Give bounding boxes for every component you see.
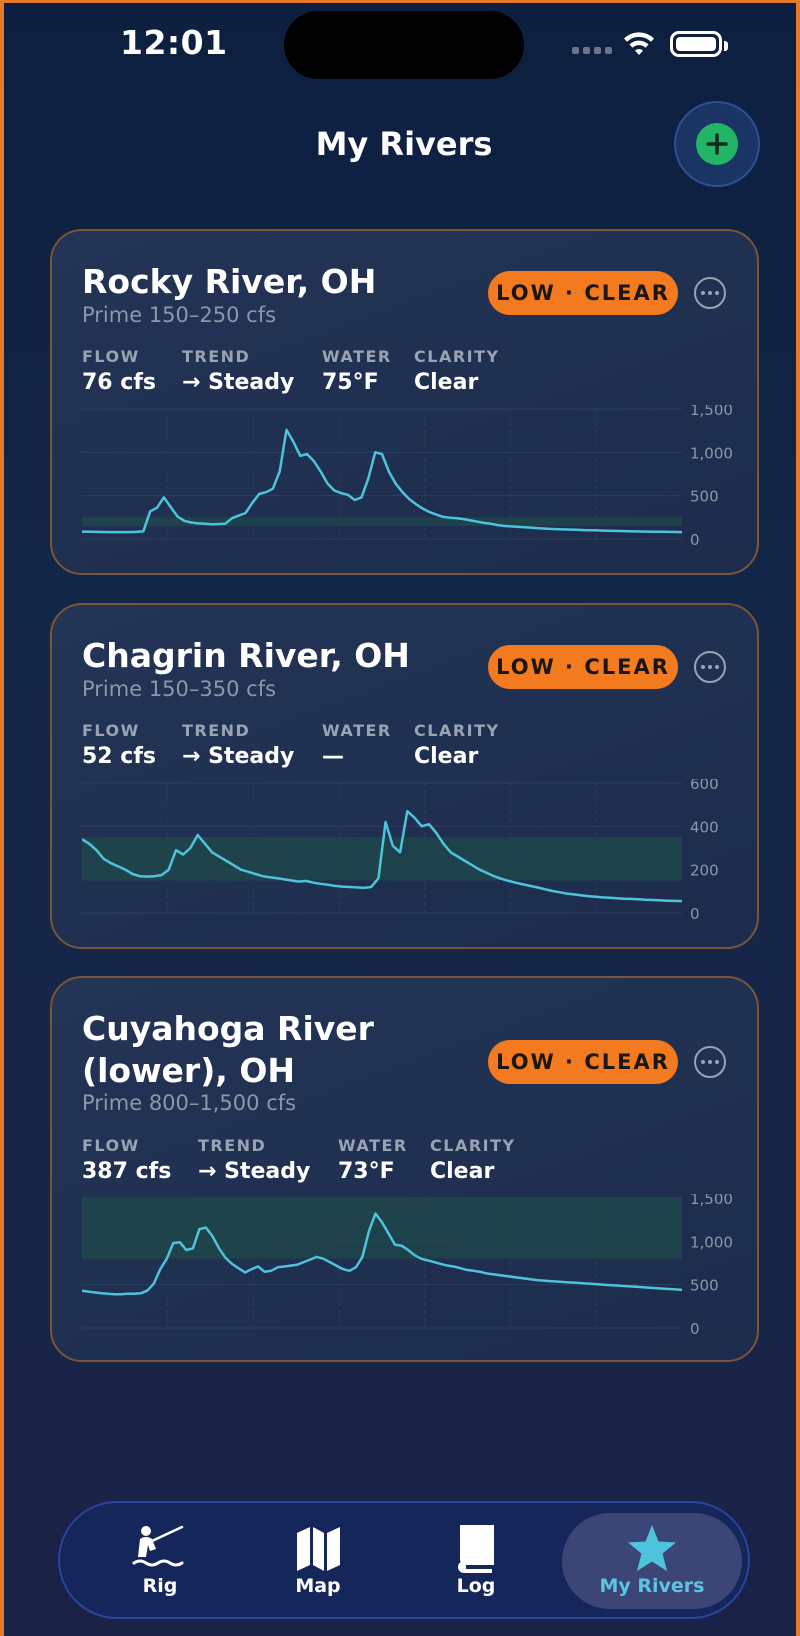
- tab-label: My Rivers: [599, 1575, 705, 1597]
- river-name: Chagrin River, OH: [82, 636, 410, 675]
- dynamic-island: [284, 11, 524, 79]
- fisherman-icon: [132, 1525, 184, 1567]
- water-label: WATER: [338, 1136, 408, 1155]
- flow-chart: 1,500 1,000 500 0: [82, 405, 733, 545]
- trend-value: → Steady: [198, 1159, 311, 1184]
- cellular-icon: [572, 47, 612, 54]
- clarity-label: CLARITY: [430, 1136, 516, 1155]
- flow-chart: 1,500 1,000 500 0: [82, 1194, 733, 1334]
- status-badge: LOW · CLEAR: [488, 271, 678, 315]
- y-tick-label: 500: [690, 1277, 719, 1295]
- water-value: 73°F: [338, 1159, 395, 1184]
- trend-value: → Steady: [182, 370, 295, 395]
- tab-my-rivers[interactable]: My Rivers: [562, 1513, 742, 1609]
- y-tick-label: 1,500: [690, 405, 733, 419]
- clarity-label: CLARITY: [414, 721, 500, 740]
- river-name: Rocky River, OH: [82, 262, 377, 301]
- river-card[interactable]: Rocky River, OH Prime 150–250 cfs LOW · …: [50, 229, 759, 575]
- trend-stat: TREND → Steady: [198, 1136, 310, 1184]
- flow-value: 52 cfs: [82, 744, 156, 769]
- flow-line: [82, 428, 683, 534]
- flow-stat: FLOW 52 cfs: [82, 721, 156, 769]
- trend-value: → Steady: [182, 744, 295, 769]
- prime-range: Prime 800–1,500 cfs: [82, 1091, 297, 1115]
- water-value: —: [322, 744, 344, 769]
- clarity-stat: CLARITY Clear: [414, 721, 500, 769]
- clarity-value: Clear: [414, 744, 479, 769]
- river-card[interactable]: Chagrin River, OH Prime 150–350 cfs LOW …: [50, 603, 759, 949]
- prime-range: Prime 150–250 cfs: [82, 303, 277, 327]
- book-icon: [458, 1525, 494, 1573]
- y-tick-label: 0: [690, 531, 700, 545]
- y-tick-label: 200: [690, 862, 719, 880]
- y-tick-label: 400: [690, 818, 719, 836]
- water-stat: WATER 75°F: [322, 347, 392, 395]
- star-icon: [628, 1525, 676, 1571]
- prime-range-band: [82, 1198, 682, 1259]
- add-river-button[interactable]: [674, 101, 760, 187]
- tab-label: Log: [456, 1575, 496, 1597]
- y-tick-label: 1,000: [690, 1233, 733, 1251]
- flow-chart: 600 400 200 0: [82, 779, 719, 919]
- flow-label: FLOW: [82, 1136, 140, 1155]
- flow-line: [82, 809, 683, 903]
- water-stat: WATER 73°F: [338, 1136, 408, 1184]
- y-tick-label: 600: [690, 779, 719, 793]
- more-options-icon[interactable]: [694, 651, 726, 683]
- flow-stat: FLOW 76 cfs: [82, 347, 156, 395]
- y-tick-label: 0: [690, 905, 700, 919]
- wifi-icon: [624, 32, 654, 55]
- flow-label: FLOW: [82, 721, 140, 740]
- water-value: 75°F: [322, 370, 379, 395]
- page-title: My Rivers: [315, 125, 493, 163]
- tab-rig[interactable]: Rig: [70, 1513, 250, 1609]
- flow-stat: FLOW 387 cfs: [82, 1136, 171, 1184]
- flow-line: [82, 1212, 683, 1296]
- clarity-value: Clear: [414, 370, 479, 395]
- water-label: WATER: [322, 347, 392, 366]
- header-bar: [4, 85, 796, 205]
- y-tick-label: 0: [690, 1320, 700, 1334]
- clarity-value: Clear: [430, 1159, 495, 1184]
- prime-range: Prime 150–350 cfs: [82, 677, 277, 701]
- river-name: Cuyahoga River (lower), OH: [82, 1009, 374, 1090]
- trend-stat: TREND → Steady: [182, 721, 294, 769]
- flow-value: 387 cfs: [82, 1159, 172, 1184]
- tab-bar: Rig Map Log My Rivers: [58, 1501, 750, 1619]
- clarity-stat: CLARITY Clear: [430, 1136, 516, 1184]
- plus-icon: [696, 123, 738, 165]
- more-options-icon[interactable]: [694, 277, 726, 309]
- clarity-label: CLARITY: [414, 347, 500, 366]
- water-stat: WATER —: [322, 721, 392, 769]
- y-tick-label: 1,500: [690, 1194, 733, 1208]
- tab-log[interactable]: Log: [386, 1513, 566, 1609]
- water-label: WATER: [322, 721, 392, 740]
- river-card[interactable]: Cuyahoga River (lower), OH Prime 800–1,5…: [50, 976, 759, 1362]
- more-options-icon[interactable]: [694, 1046, 726, 1078]
- trend-stat: TREND → Steady: [182, 347, 294, 395]
- tab-label: Map: [295, 1575, 341, 1597]
- map-icon: [297, 1527, 340, 1571]
- status-time: 12:01: [120, 23, 228, 62]
- trend-label: TREND: [198, 1136, 267, 1155]
- flow-label: FLOW: [82, 347, 140, 366]
- trend-label: TREND: [182, 721, 251, 740]
- trend-label: TREND: [182, 347, 251, 366]
- status-badge: LOW · CLEAR: [488, 645, 678, 689]
- y-tick-label: 1,000: [690, 444, 733, 462]
- tab-label: Rig: [142, 1575, 178, 1597]
- y-tick-label: 500: [690, 488, 719, 506]
- tab-map[interactable]: Map: [228, 1513, 408, 1609]
- clarity-stat: CLARITY Clear: [414, 347, 500, 395]
- battery-icon: [670, 31, 728, 57]
- status-badge: LOW · CLEAR: [488, 1040, 678, 1084]
- prime-range-band: [82, 517, 682, 526]
- flow-value: 76 cfs: [82, 370, 156, 395]
